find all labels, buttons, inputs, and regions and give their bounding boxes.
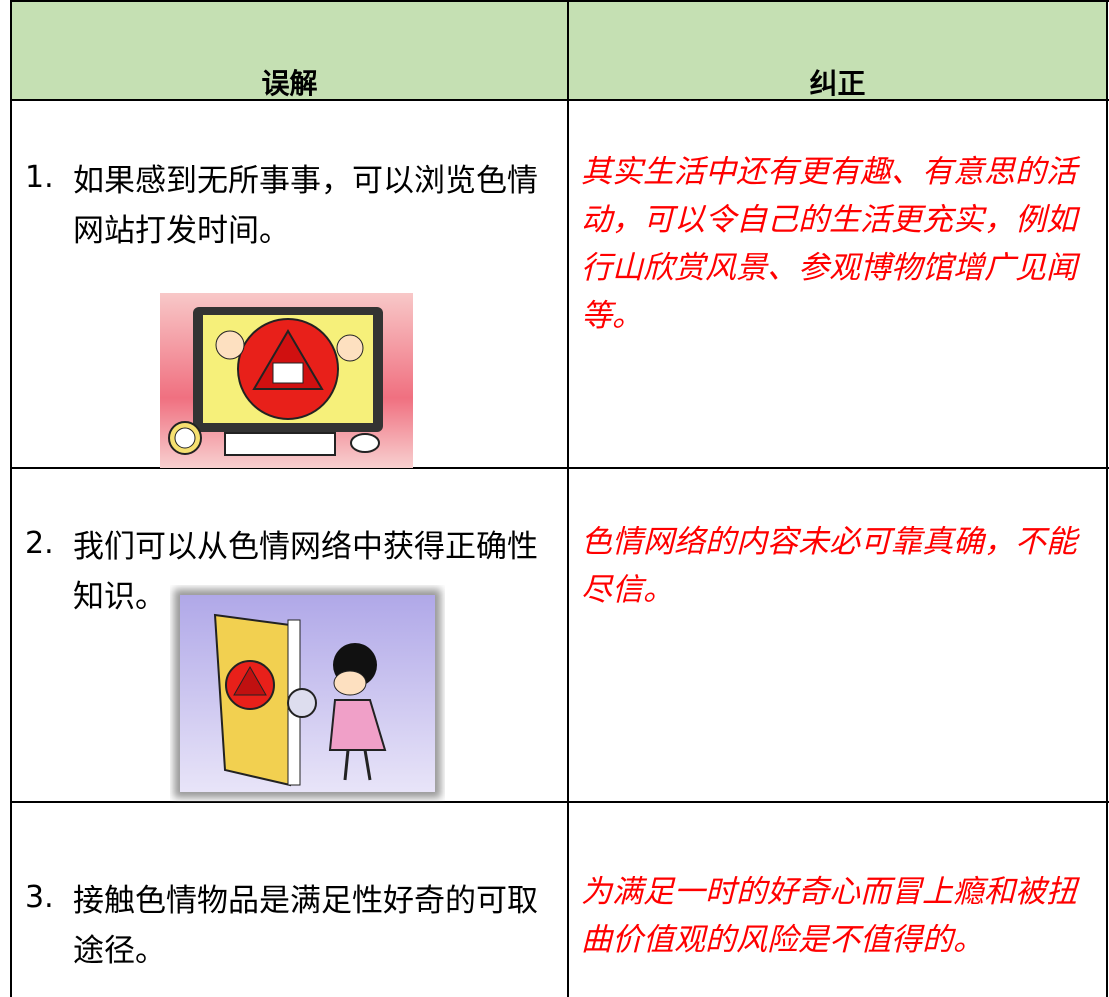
row-number: 1. <box>25 160 54 195</box>
border <box>567 0 569 997</box>
border <box>10 99 1109 101</box>
correction: 其实生活中还有更有趣、有意思的活动，可以令自己的生活更充实，例如行山欣赏风景、参… <box>581 154 1077 334</box>
misconception: 我们可以从色情网络中获得正确性知识。 <box>73 529 538 615</box>
misconception: 如果感到无所事事，可以浏览色情网站打发时间。 <box>73 163 538 249</box>
header-background <box>11 1 1107 99</box>
border <box>10 467 1109 469</box>
illustration-computer <box>160 293 413 468</box>
border <box>1106 0 1108 997</box>
border <box>10 0 12 997</box>
border <box>10 801 1109 803</box>
border <box>10 0 1109 2</box>
correction: 为满足一时的好奇心而冒上瘾和被扭曲价值观的风险是不值得的。 <box>581 874 1077 958</box>
row-number: 2. <box>25 526 54 561</box>
misconception: 接触色情物品是满足性好奇的可取途径。 <box>73 883 538 969</box>
header-cell: 误解 <box>261 67 318 100</box>
correction: 色情网络的内容未必可靠真确，不能尽信。 <box>581 524 1077 608</box>
illustration-magnifier <box>174 589 441 798</box>
row-number: 3. <box>25 880 54 915</box>
header-cell: 纠正 <box>809 67 866 100</box>
